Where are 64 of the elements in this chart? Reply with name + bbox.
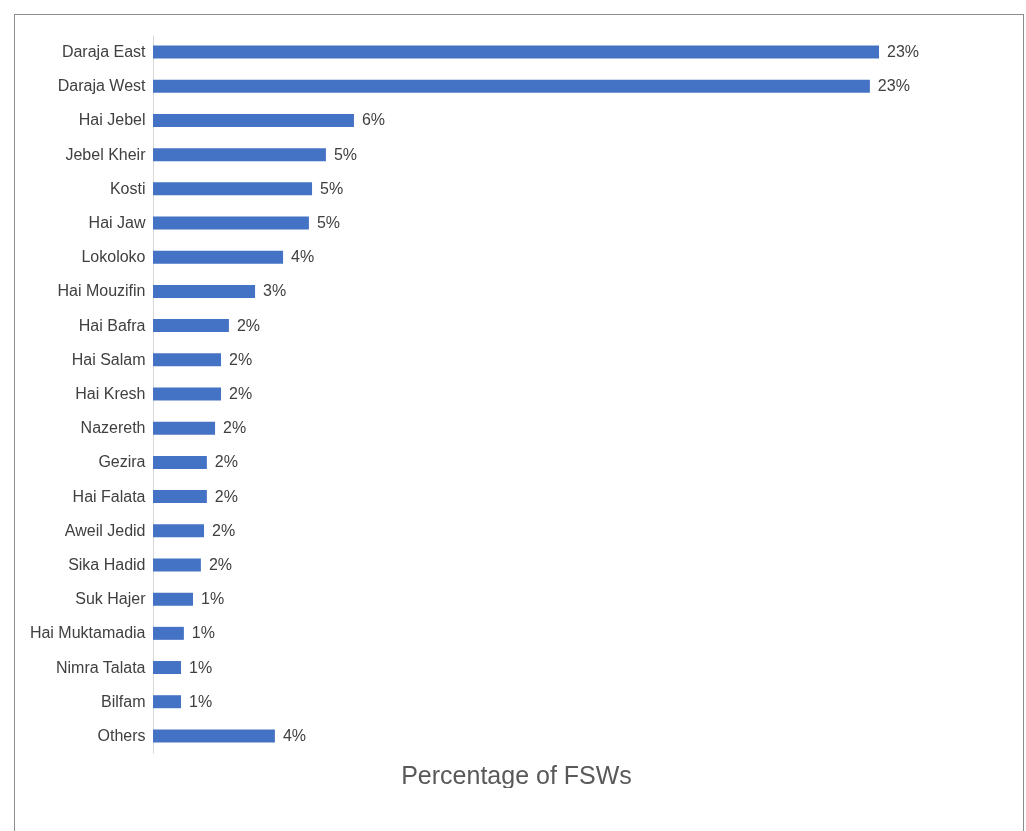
data-label: 5% xyxy=(316,214,341,232)
bar xyxy=(153,148,326,162)
data-label: 2% xyxy=(212,521,236,539)
data-label: 2% xyxy=(208,555,232,573)
bar xyxy=(153,490,207,504)
y-tick-label: Hai Muktamadia xyxy=(29,624,146,642)
bar xyxy=(153,319,229,333)
y-tick-label: Daraja West xyxy=(57,77,147,95)
data-label: 1% xyxy=(189,692,213,710)
data-label: 2% xyxy=(229,350,253,368)
y-tick-label: Sika Hadid xyxy=(68,555,146,573)
y-tick-label: Others xyxy=(97,726,146,744)
bar xyxy=(153,695,182,709)
data-label: 4% xyxy=(291,248,315,266)
y-tick-label: Hai Salam xyxy=(71,350,146,368)
y-tick-label: Hai Kresh xyxy=(75,385,146,402)
x-axis-title: Percentage of FSWs xyxy=(401,760,632,789)
bar xyxy=(153,592,193,606)
bar xyxy=(153,353,222,367)
bar xyxy=(153,661,182,675)
y-tick-label: Gezira xyxy=(98,453,146,471)
y-tick-label: Aweil Jedid xyxy=(64,521,146,539)
bar xyxy=(153,216,309,230)
y-tick-label: Nazereth xyxy=(80,419,146,437)
data-label: 2% xyxy=(214,487,238,505)
bar xyxy=(153,558,201,572)
data-label: 23% xyxy=(887,43,920,61)
bar xyxy=(153,250,284,264)
bar xyxy=(153,421,216,435)
data-label: 1% xyxy=(191,624,215,642)
data-label: 3% xyxy=(263,282,287,300)
bar xyxy=(153,284,256,298)
data-label: 2% xyxy=(236,316,261,334)
bar xyxy=(153,113,354,127)
y-tick-label: Hai Mouzifin xyxy=(57,282,146,300)
data-label: 1% xyxy=(201,590,225,608)
bar xyxy=(153,455,207,469)
bar xyxy=(153,45,879,59)
data-label: 2% xyxy=(229,385,253,402)
data-label: 2% xyxy=(223,419,247,437)
y-tick-label: Hai Bafra xyxy=(78,316,146,334)
data-label: 5% xyxy=(333,145,358,163)
bar xyxy=(153,182,313,196)
y-tick-label: Hai Jebel xyxy=(78,111,146,129)
bar xyxy=(153,729,275,743)
bar xyxy=(153,387,222,401)
y-tick-label: Nimra Talata xyxy=(55,658,146,676)
y-tick-label: Lokoloko xyxy=(81,248,146,266)
bar xyxy=(153,524,205,538)
data-label: 1% xyxy=(189,658,213,676)
y-tick-label: Daraja East xyxy=(61,43,147,61)
bar xyxy=(153,626,184,640)
y-tick-label: Hai Falata xyxy=(72,487,146,505)
y-tick-label: Suk Hajer xyxy=(75,590,147,608)
y-tick-label: Hai Jaw xyxy=(88,214,146,232)
data-label: 5% xyxy=(320,179,344,197)
y-tick-label: Bilfam xyxy=(101,692,146,710)
y-tick-label: Kosti xyxy=(109,179,146,197)
y-tick-label: Jebel Kheir xyxy=(65,145,147,163)
data-label: 6% xyxy=(361,111,386,129)
data-label: 2% xyxy=(214,453,238,471)
data-label: 23% xyxy=(877,77,910,95)
bar xyxy=(153,79,870,93)
data-label: 4% xyxy=(282,726,307,744)
